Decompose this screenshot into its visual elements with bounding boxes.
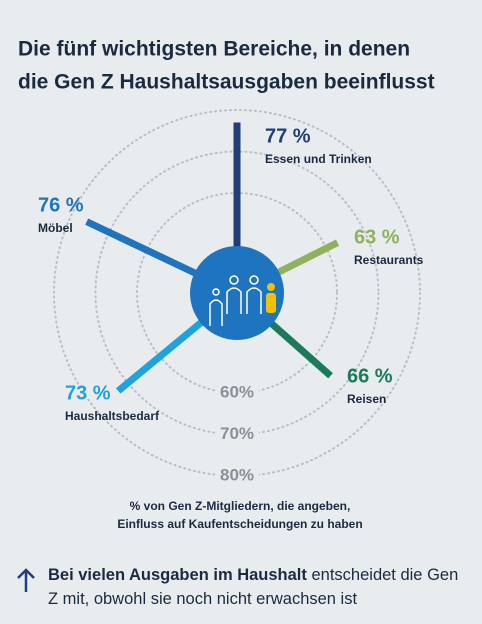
chart-title: die Gen Z Haushaltsausgaben beeinflusst bbox=[18, 71, 435, 94]
footnote: Bei vielen Ausgaben im Haushalt entschei… bbox=[48, 563, 468, 611]
tick-label-bg bbox=[215, 466, 259, 486]
category-label: Möbel bbox=[38, 221, 73, 235]
person-head bbox=[212, 288, 220, 296]
axis-label: Einfluss auf Kaufentscheidungen zu haben bbox=[117, 517, 362, 531]
person-body bbox=[226, 287, 242, 314]
tick-label: 60% bbox=[220, 382, 254, 401]
value-label: 76 % bbox=[38, 194, 84, 216]
footnote-bold: Bei vielen Ausgaben im Haushalt bbox=[48, 566, 307, 584]
category-label: Reisen bbox=[347, 392, 386, 406]
tick-label-bg bbox=[215, 383, 259, 403]
person-head bbox=[249, 275, 259, 285]
teen-body bbox=[266, 293, 276, 313]
tick-label-bg bbox=[215, 424, 259, 445]
value-label: 77 % bbox=[265, 125, 311, 147]
value-label: 63 % bbox=[354, 226, 400, 248]
footnote-text: entscheidet die Gen Z mit, obwohl sie no… bbox=[48, 566, 459, 608]
arrow-icon bbox=[17, 568, 35, 592]
people-icon bbox=[209, 275, 262, 326]
person-body bbox=[209, 299, 223, 326]
person-head bbox=[229, 275, 239, 285]
person-body bbox=[246, 287, 262, 314]
tick-label: 80% bbox=[220, 465, 254, 484]
value-label: 73 % bbox=[65, 382, 111, 404]
value-label: 66 % bbox=[347, 365, 393, 387]
axis-label: % von Gen Z-Mitgliedern, die angeben, bbox=[130, 499, 351, 513]
category-label: Restaurants bbox=[354, 253, 424, 267]
tick-label: 70% bbox=[220, 424, 254, 443]
center-disc bbox=[190, 246, 284, 340]
grid-ring bbox=[53, 109, 421, 477]
category-label: Haushaltsbedarf bbox=[65, 409, 160, 423]
chart-title: Die fünf wichtigsten Bereiche, in denen bbox=[18, 38, 410, 61]
category-label: Essen und Trinken bbox=[265, 152, 372, 166]
teen-head bbox=[267, 283, 275, 291]
